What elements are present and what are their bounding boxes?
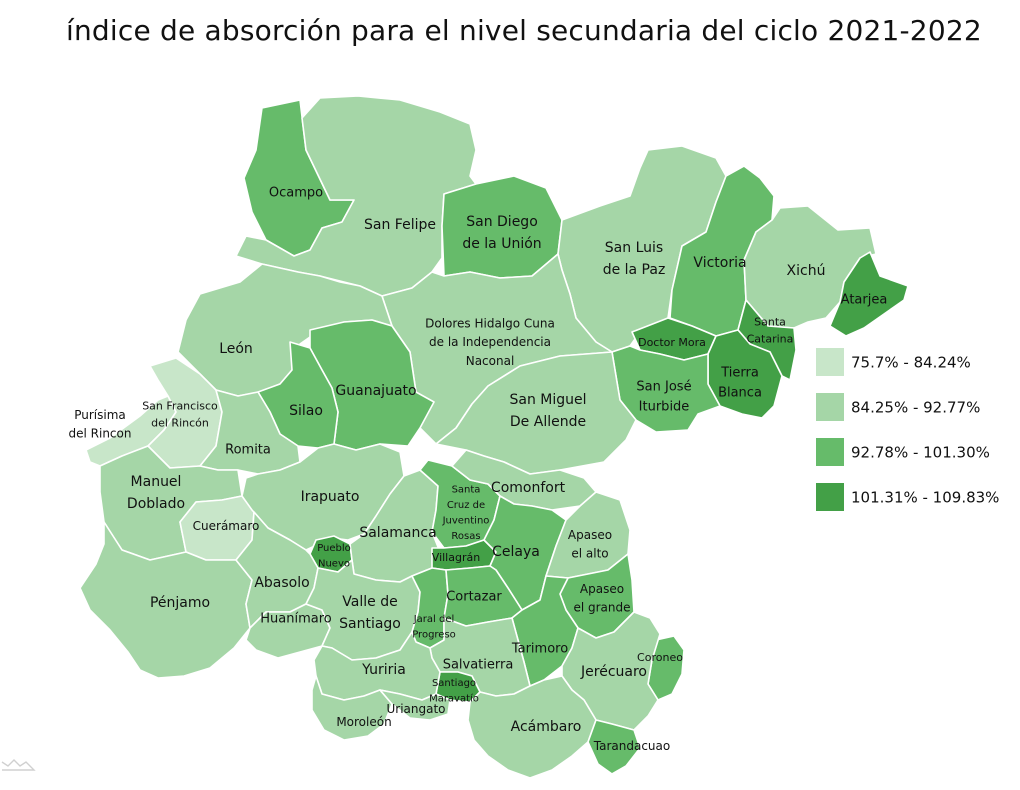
label-tarimoro: Tarimoro [511, 642, 568, 657]
label-cortazar: Cortazar [446, 590, 502, 605]
label-ocampo: Ocampo [269, 186, 323, 201]
label-santiago-maravatio: Santiago Maravatío [429, 678, 479, 705]
region-tarandacuao[interactable] [587, 719, 641, 775]
label-santa-catarina: Santa Catarina [747, 315, 794, 345]
legend-label-3: 92.78% - 101.30% [851, 444, 990, 462]
label-manuel-doblado: Manuel Doblado [127, 474, 185, 512]
label-tierra-blanca: Tierra Blanca [718, 365, 762, 400]
region-comonfort[interactable] [451, 449, 597, 511]
region-atarjea[interactable] [829, 251, 909, 337]
legend-label-4: 101.31% - 109.83% [851, 489, 999, 507]
label-doctor-mora: Doctor Mora [638, 336, 706, 349]
region-moroleon[interactable] [311, 675, 393, 741]
label-guanajuato: Guanajuato [335, 383, 416, 399]
label-santa-cruz-rosas: Santa Cruz de Juventino Rosas [442, 484, 490, 542]
label-san-diego: San Diego de la Unión [462, 214, 541, 252]
region-uriangato[interactable] [379, 689, 451, 721]
label-apaseo-alto: Apaseo el alto [568, 528, 612, 561]
label-jerecuaro: Jerécuaro [580, 664, 647, 680]
legend-swatch-1 [816, 348, 844, 376]
label-acambaro: Acámbaro [511, 719, 582, 735]
label-san-miguel-allende: San Miguel De Allende [509, 392, 586, 430]
label-san-jose-iturbide: San José Iturbide [636, 379, 691, 414]
label-victoria: Victoria [693, 255, 746, 271]
label-huanimaro: Huanímaro [260, 612, 332, 627]
label-silao: Silao [289, 403, 323, 419]
label-uriangato: Uriangato [386, 702, 445, 716]
label-cueramaro: Cuerámaro [193, 519, 260, 533]
label-salamanca: Salamanca [359, 525, 436, 541]
label-apaseo-grande: Apaseo el grande [573, 582, 630, 615]
label-pueblo-nuevo: Pueblo Nuevo [317, 543, 351, 570]
label-yuriria: Yuriria [361, 662, 406, 678]
legend-swatch-2 [816, 393, 844, 421]
label-irapuato: Irapuato [301, 489, 360, 505]
label-abasolo: Abasolo [254, 575, 309, 591]
label-leon: León [219, 341, 253, 357]
legend-label-1: 75.7% - 84.24% [851, 354, 971, 372]
legend-swatch-3 [816, 438, 844, 466]
label-purisima: Purísima del Rincon [69, 408, 132, 441]
label-villagran: Villagrán [432, 551, 480, 564]
region-san-miguel-allende[interactable] [435, 351, 637, 475]
map-title: índice de absorción para el nivel secund… [66, 14, 982, 47]
label-valle-santiago: Valle de Santiago [339, 594, 401, 632]
label-romita: Romita [225, 443, 271, 458]
label-dolores-hidalgo: Dolores Hidalgo Cuna de la Independencia N… [425, 317, 555, 368]
label-celaya: Celaya [492, 544, 540, 560]
region-silao[interactable] [257, 341, 339, 449]
legend-swatch-4 [816, 483, 844, 511]
region-penjamo[interactable] [79, 521, 253, 679]
label-coroneo: Coroneo [637, 651, 683, 664]
label-jaral-progreso: Jaral del Progreso [412, 614, 456, 641]
label-moroleon: Moroleón [336, 715, 391, 729]
legend: 75.7% - 84.24% 84.25% - 92.77% 92.78% - 10… [816, 348, 999, 511]
label-comonfort: Comonfort [491, 480, 566, 496]
label-san-luis-paz: San Luis de la Paz [603, 240, 666, 278]
label-xichu: Xichú [787, 263, 826, 279]
label-penjamo: Pénjamo [150, 595, 210, 611]
label-atarjea: Atarjea [841, 293, 888, 308]
label-san-felipe: San Felipe [364, 217, 436, 233]
label-tarandacuao: Tarandacuao [593, 739, 670, 753]
legend-label-2: 84.25% - 92.77% [851, 399, 980, 417]
municipality-labels: Ocampo San Felipe San Diego de la Unión San … [69, 186, 888, 754]
label-salvatierra: Salvatierra [443, 658, 514, 673]
municipality-regions [79, 95, 909, 779]
label-san-francisco-rincon: San Francisco del Rincón [142, 399, 218, 429]
watermark-logo [1, 759, 36, 771]
